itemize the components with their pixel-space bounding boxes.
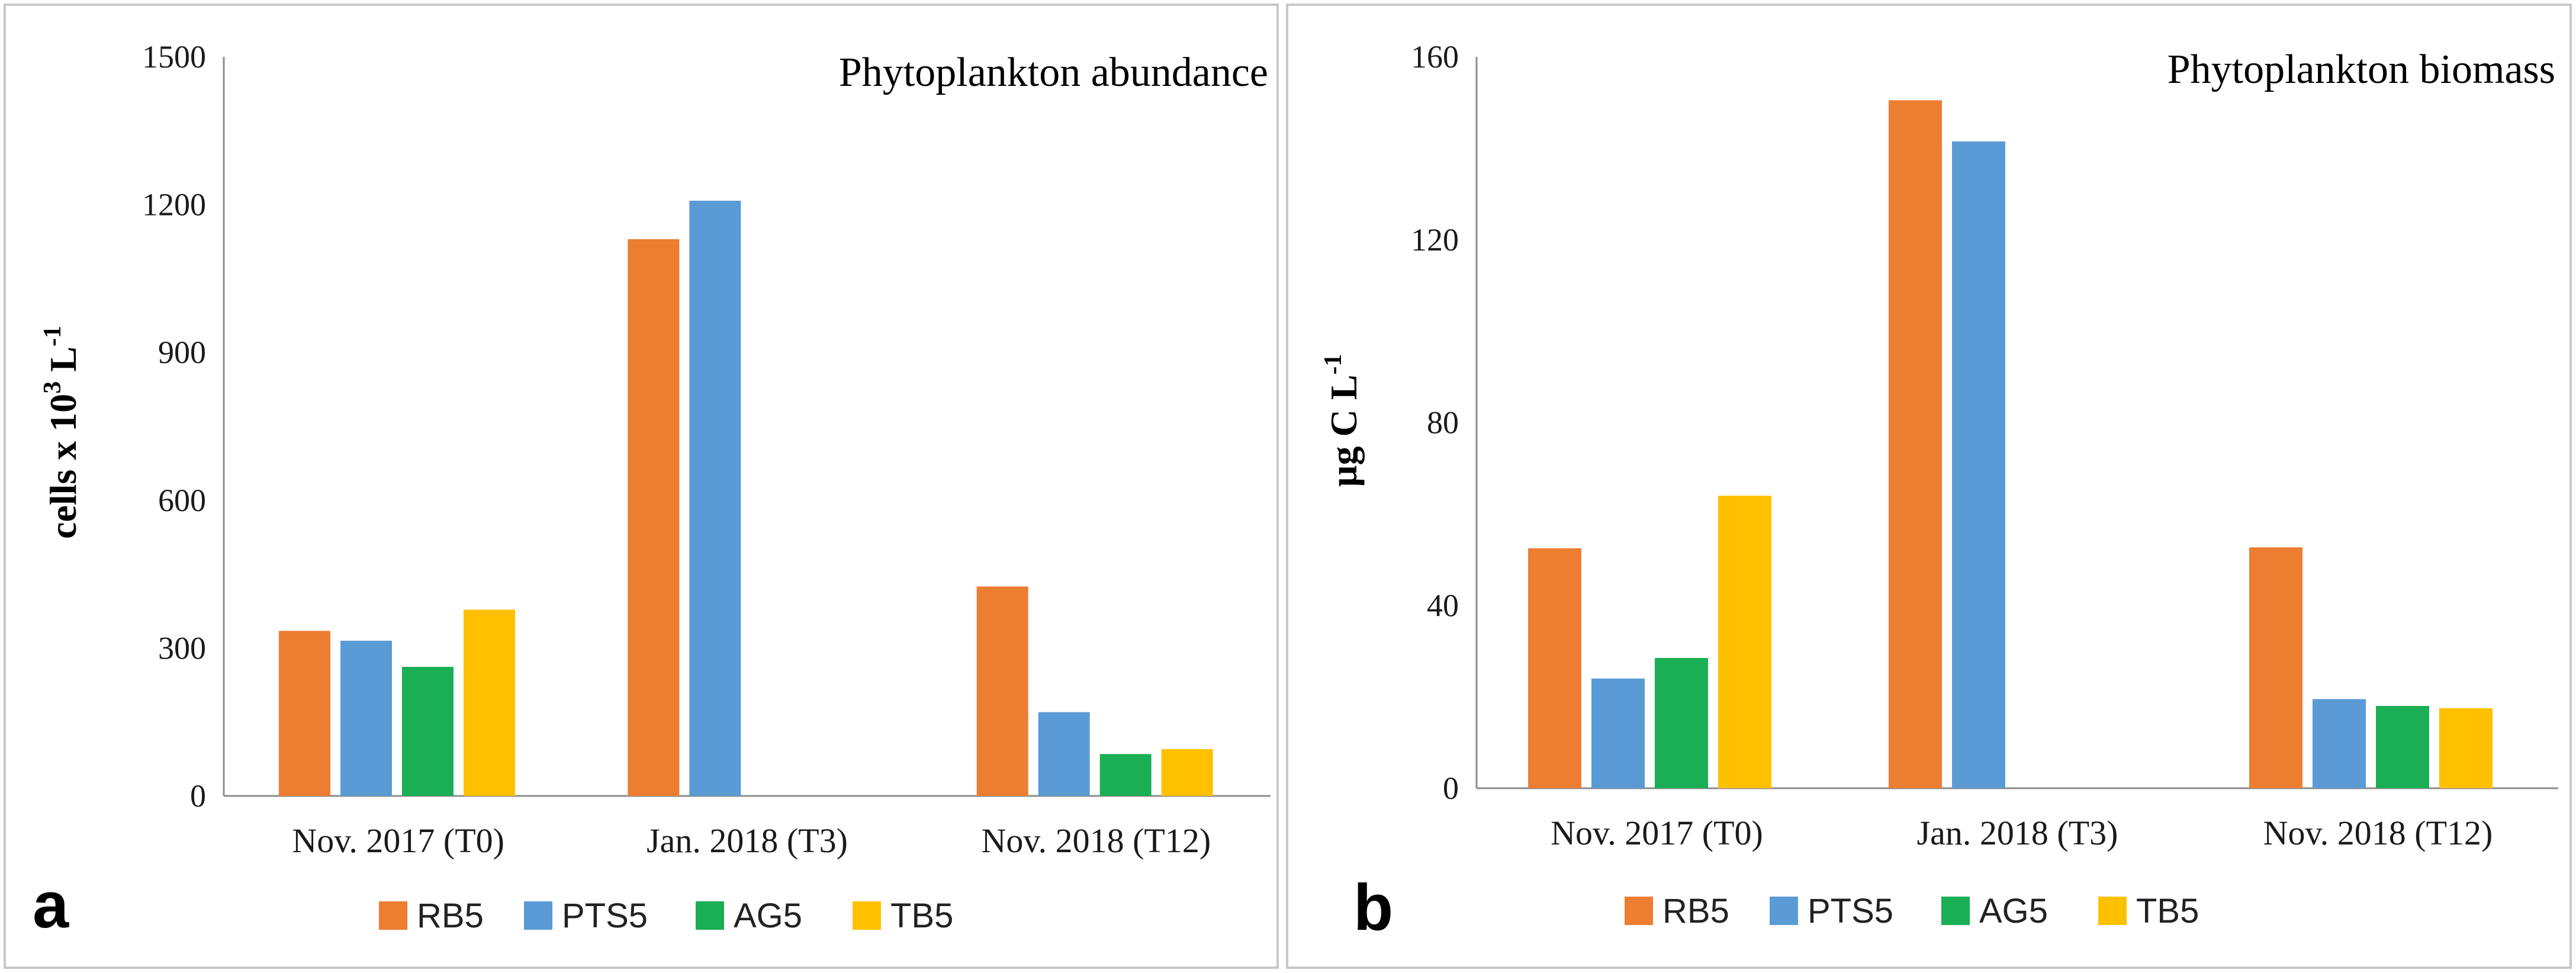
bar-tb5-0 (1718, 496, 1771, 788)
bar-ag5-0 (1655, 658, 1708, 788)
legend-label-rb5: RB5 (417, 897, 484, 935)
biomass-chart: 0 40 80 120 160 Nov. 2017 (T0) Jan. 2018 (T3) N… (1320, 39, 2558, 944)
y-tick-label: 120 (1411, 222, 1459, 258)
bar-tb5-0 (464, 609, 515, 796)
y-tick-label: 1200 (142, 187, 206, 223)
legend-swatch-ag5 (696, 901, 724, 930)
bar-pts5-2 (2313, 699, 2366, 788)
chart-panel-a: 0 300 600 900 1200 1500 Nov. 2017 (T0) Jan. 201… (4, 4, 1279, 969)
x-category-label: Nov. 2017 (T0) (1551, 814, 1763, 852)
legend-swatch-tb5 (2098, 897, 2127, 925)
bar-rb5-0 (1528, 548, 1581, 788)
y-axis-label-unit: L (42, 346, 84, 381)
bar-pts5-0 (1591, 678, 1645, 788)
x-category-label: Nov. 2018 (T12) (2263, 814, 2493, 852)
bar-ag5-2 (2376, 706, 2429, 788)
bar-pts5-1 (689, 200, 741, 797)
legend-label-ag5: AG5 (1979, 892, 2048, 930)
legend-label-pts5: PTS5 (562, 897, 648, 935)
bar-ag5-0 (402, 667, 454, 796)
y-axis-label-main: µg C L (1323, 375, 1365, 487)
y-axis-label-sup: -1 (1320, 354, 1347, 375)
y-tick-label: 80 (1427, 405, 1459, 441)
y-axis-label-main: cells x 10 (42, 394, 84, 539)
x-category-label: Jan. 2018 (T3) (647, 821, 848, 860)
y-tick-label: 160 (1411, 39, 1459, 75)
bar-pts5-2 (1038, 712, 1090, 796)
legend-label-pts5: PTS5 (1808, 892, 1893, 930)
legend-label-ag5: AG5 (734, 897, 802, 935)
y-axis-label-sup: 3 (39, 381, 66, 394)
y-tick-label: 1500 (142, 39, 206, 75)
x-category-label: Nov. 2018 (T12) (981, 821, 1211, 860)
bar-tb5-2 (1161, 749, 1213, 796)
panel-letter: a (33, 869, 69, 942)
y-axis-label-unit-sup: -1 (39, 326, 66, 346)
legend-swatch-pts5 (524, 901, 552, 930)
bar-rb5-1 (628, 239, 680, 797)
x-category-label: Nov. 2017 (T0) (292, 821, 504, 860)
bar-pts5-0 (340, 640, 392, 796)
y-tick-label: 600 (158, 483, 206, 518)
chart-title: Phytoplankton abundance (839, 50, 1268, 95)
chart-title: Phytoplankton biomass (2167, 47, 2555, 92)
y-tick-label: 40 (1427, 587, 1459, 623)
y-tick-label: 0 (190, 778, 206, 814)
bar-tb5-2 (2439, 708, 2493, 788)
legend-label-tb5: TB5 (2136, 892, 2199, 930)
abundance-chart: 0 300 600 900 1200 1500 Nov. 2017 (T0) Jan. 201… (33, 39, 1271, 942)
bar-rb5-1 (1889, 100, 1942, 788)
legend-label-rb5: RB5 (1662, 892, 1729, 930)
bar-rb5-2 (2249, 547, 2302, 788)
x-category-label: Jan. 2018 (T3) (1917, 814, 2118, 852)
legend-swatch-rb5 (1625, 897, 1653, 925)
legend-swatch-rb5 (379, 901, 407, 930)
y-axis-label: cells x 103 L-1 (39, 326, 84, 539)
legend-label-tb5: TB5 (890, 897, 953, 935)
bar-pts5-1 (1952, 141, 2005, 788)
y-axis-label: µg C L-1 (1320, 354, 1365, 487)
y-tick-label: 0 (1443, 770, 1459, 806)
panel-letter: b (1353, 871, 1393, 944)
bar-ag5-2 (1099, 754, 1152, 796)
y-tick-label: 300 (158, 630, 206, 666)
bar-rb5-0 (279, 631, 330, 796)
y-tick-label: 900 (158, 335, 206, 370)
legend-swatch-tb5 (853, 901, 881, 930)
legend-swatch-ag5 (1941, 897, 1970, 925)
chart-panel-b: 0 40 80 120 160 Nov. 2017 (T0) Jan. 2018 (T3) N… (1286, 4, 2572, 969)
bar-rb5-2 (976, 586, 1028, 796)
legend-swatch-pts5 (1770, 897, 1798, 925)
